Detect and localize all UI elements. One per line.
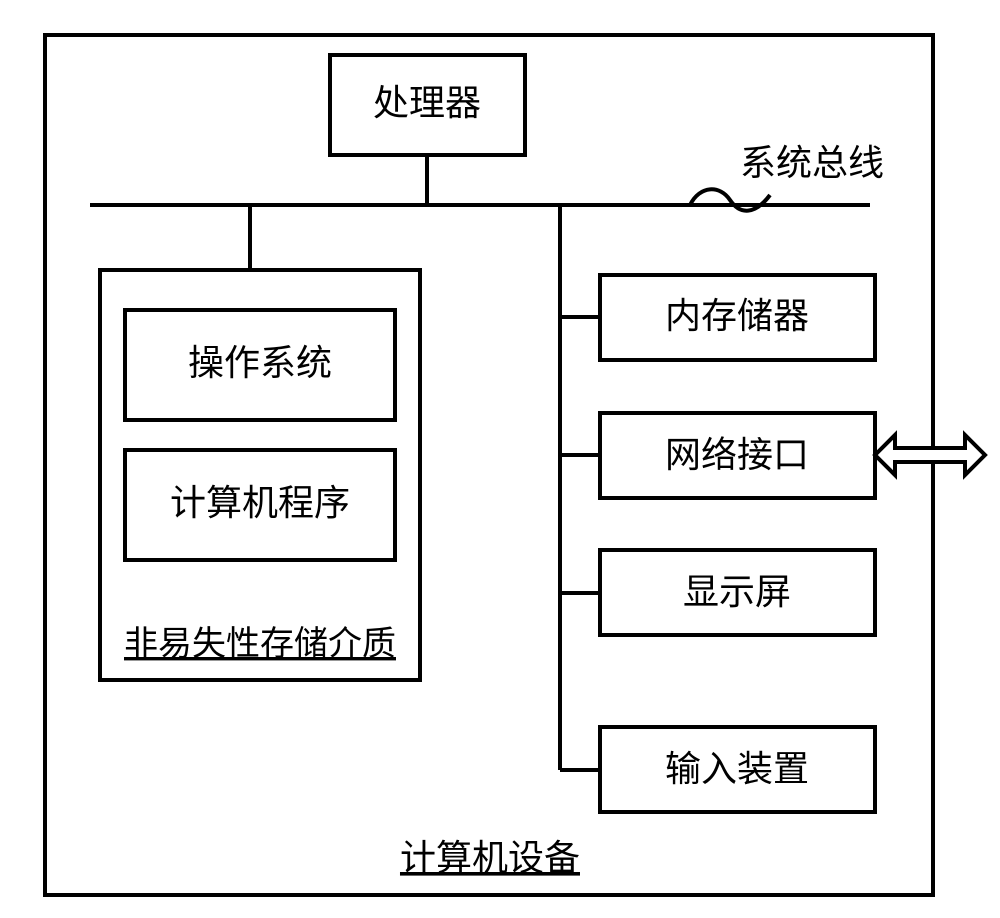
bus-label-wave [690, 189, 770, 210]
nvm-box [100, 270, 420, 680]
right-box-label-1: 网络接口 [665, 435, 809, 475]
nvm-inner-label-0: 操作系统 [188, 343, 332, 383]
double-arrow [875, 435, 985, 475]
nvm-label: 非易失性存储介质 [124, 625, 396, 663]
right-box-label-3: 输入装置 [665, 749, 809, 789]
right-box-label-2: 显示屏 [683, 572, 791, 612]
diagram-title: 计算机设备 [400, 838, 580, 878]
bus-label: 系统总线 [740, 143, 884, 183]
nvm-inner-label-1: 计算机程序 [170, 483, 350, 523]
processor-label: 处理器 [373, 83, 481, 123]
right-box-label-0: 内存储器 [665, 296, 809, 336]
computer-device-diagram: 处理器系统总线非易失性存储介质操作系统计算机程序 内存储器网络接口显示屏输入装置计… [0, 0, 1000, 913]
